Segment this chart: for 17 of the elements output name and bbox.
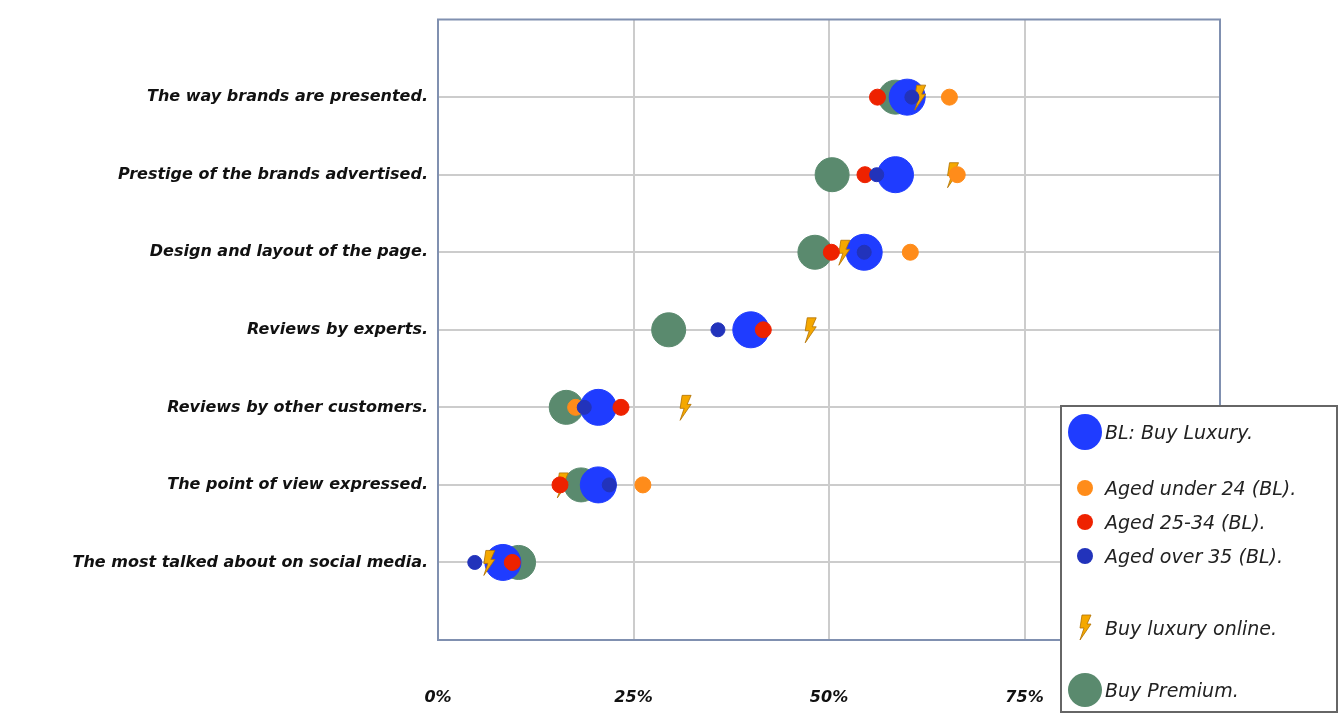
x-tick-label: 25%: [614, 686, 653, 706]
x-tick-label: 75%: [1005, 686, 1044, 706]
legend-label: Aged over 35 (BL).: [1105, 545, 1283, 567]
legend-label: Buy luxury online.: [1105, 617, 1278, 639]
legend-label: BL: Buy Luxury.: [1105, 421, 1253, 443]
y-tick-label: The point of view expressed.: [167, 474, 428, 494]
x-tick-label: 50%: [809, 686, 849, 706]
y-tick-label: The most talked about on social media.: [72, 551, 428, 571]
x-tick-label: 0%: [424, 686, 452, 706]
y-tick-label: Reviews by experts.: [246, 318, 428, 338]
y-tick-label: Reviews by other customers.: [167, 396, 428, 416]
y-tick-label: Prestige of the brands advertised.: [117, 163, 428, 183]
legend-label: Aged 25-34 (BL).: [1105, 511, 1266, 533]
y-tick-label: Design and layout of the page.: [149, 241, 428, 261]
legend-label: Aged under 24 (BL).: [1105, 477, 1297, 499]
legend-label: Buy Premium.: [1105, 679, 1239, 701]
y-tick-label: The way brands are presented.: [147, 86, 428, 106]
